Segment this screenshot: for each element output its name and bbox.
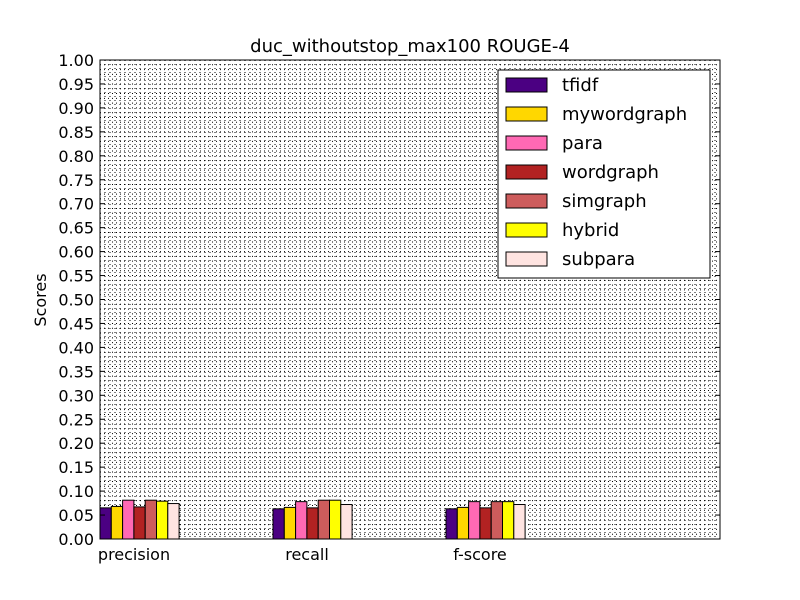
x-tick-label: recall [285,545,329,564]
y-tick-label: 0.55 [58,267,94,286]
bar-wordgraph-f-score [479,507,492,540]
legend-label-para: para [562,133,603,154]
legend-label-subpara: subpara [562,249,635,270]
y-tick-label: 0.95 [58,75,94,94]
legend-label-wordgraph: wordgraph [562,162,659,183]
legend-label-mywordgraph: mywordgraph [562,104,687,125]
y-tick-label: 0.85 [58,123,94,142]
bar-tfidf-f-score [445,508,458,540]
y-tick-label: 0.15 [58,458,94,477]
y-tick-label: 0.90 [58,99,94,118]
bars [99,499,526,540]
legend-swatch-simgraph [505,193,548,209]
bar-mywordgraph-recall [283,506,297,540]
bar-hybrid-recall [329,499,342,540]
y-tick-label: 0.00 [58,530,94,549]
bar-subpara-precision [167,503,180,540]
y-tick-label: 1.00 [58,51,94,70]
x-tick-label: f-score [453,545,507,564]
bar-subpara-f-score [513,504,526,540]
y-axis-ticks: 0.00 0.05 0.10 0.15 0.20 0.25 0.30 0.35 0.40 0.45… [58,51,720,549]
bar-para-f-score [468,501,481,540]
legend-swatch-hybrid [505,222,548,238]
bar-mywordgraph-precision [110,505,124,540]
y-axis-label: Scores [31,273,50,326]
x-tick-label: precision [98,545,170,564]
y-tick-label: 0.65 [58,219,94,238]
x-axis-ticks: precision recall f-score [98,545,507,564]
legend-swatch-subpara [505,251,548,267]
bar-tfidf-precision [99,507,112,540]
y-tick-label: 0.50 [58,291,94,310]
bar-simgraph-recall [317,499,331,540]
y-tick-label: 0.70 [58,195,94,214]
y-tick-label: 0.80 [58,147,94,166]
legend-swatch-wordgraph [505,164,548,180]
y-tick-label: 0.45 [58,314,94,333]
legend: tfidf mywordgraph para wordgraph simgraph hyb… [497,69,711,279]
y-tick-label: 0.20 [58,434,94,453]
legend-label-tfidf: tfidf [562,75,599,96]
y-tick-label: 0.10 [58,482,94,501]
y-tick-label: 0.05 [58,506,94,525]
legend-swatch-para [505,135,548,151]
y-tick-label: 0.40 [58,338,94,357]
bar-para-recall [295,501,308,540]
bar-simgraph-precision [144,499,157,540]
y-tick-label: 0.60 [58,243,94,262]
bar-simgraph-f-score [490,501,504,540]
bar-wordgraph-precision [133,506,146,540]
y-tick-label: 0.75 [58,171,94,190]
bar-hybrid-f-score [502,501,515,540]
bar-tfidf-recall [272,508,285,540]
bar-para-precision [122,499,135,540]
y-tick-label: 0.25 [58,410,94,429]
legend-label-simgraph: simgraph [562,191,647,212]
y-tick-label: 0.35 [58,362,94,381]
legend-label-hybrid: hybrid [562,220,619,241]
bar-mywordgraph-f-score [456,506,470,540]
bar-wordgraph-recall [306,507,319,540]
chart-title: duc_withoutstop_max100 ROUGE-4 [250,36,570,57]
legend-swatch-mywordgraph [505,106,548,122]
bar-subpara-recall [340,504,353,540]
legend-swatch-tfidf [505,77,548,93]
bar-hybrid-precision [156,500,169,540]
y-tick-label: 0.30 [58,386,94,405]
